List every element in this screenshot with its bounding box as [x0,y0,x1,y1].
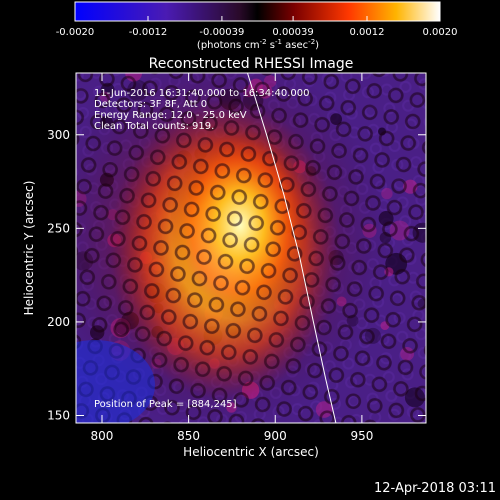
x-tick-label: 800 [91,429,114,443]
peak-position-label: Position of Peak = [884,245] [94,399,237,410]
colorbar-ticks: -0.0020 -0.0012 -0.00039 0.00039 0.0012 0.002… [56,16,458,38]
footer-timestamp: 12-Apr-2018 03:11 [374,481,496,496]
y-tick-label: 200 [47,315,70,329]
y-tick-label: 300 [47,128,70,142]
legend-line: Detectors: 3F 8F, Att 0 [94,99,207,110]
colorbar-tick-label: -0.0020 [56,27,95,38]
info-legend: 11-Jun-2016 16:31:40.000 to 16:34:40.000… [94,88,310,132]
legend-line: Energy Range: 12.0 - 25.0 keV [94,110,247,121]
colorbar-tick-label: -0.0012 [129,27,168,38]
x-tick-label: 850 [177,429,200,443]
x-tick-label: 950 [350,429,373,443]
solar-limb-curve [247,73,337,423]
colorbar-tick-label: 0.0020 [423,27,458,38]
heatmap-image [76,73,426,423]
legend-line: 11-Jun-2016 16:31:40.000 to 16:34:40.000 [94,88,310,99]
colorbar-tick-label: 0.00039 [272,27,313,38]
x-axis-label: Heliocentric X (arcsec) [183,445,319,459]
y-axis-ticks: 150 200 250 300 [47,128,426,423]
y-tick-label: 150 [47,409,70,423]
y-tick-label: 250 [47,221,70,235]
colorbar-gradient [74,1,441,22]
colorbar-tick-label: -0.00039 [199,27,244,38]
y-axis-label: Heliocentric Y (arcsec) [22,181,36,316]
colorbar-tick-label: 0.0012 [350,27,385,38]
x-axis-ticks: 800 850 900 950 [91,73,373,443]
colorbar: -0.0020 -0.0012 -0.00039 0.00039 0.0012 0.002… [56,1,458,51]
colorbar-unit-label: (photons cm-2 s-1 asec-2) [197,38,319,51]
legend-line: Clean Total counts: 919. [94,121,214,132]
x-tick-label: 900 [264,429,287,443]
chart-title: Reconstructed RHESSI Image [149,56,354,72]
plot-frame [75,72,427,424]
